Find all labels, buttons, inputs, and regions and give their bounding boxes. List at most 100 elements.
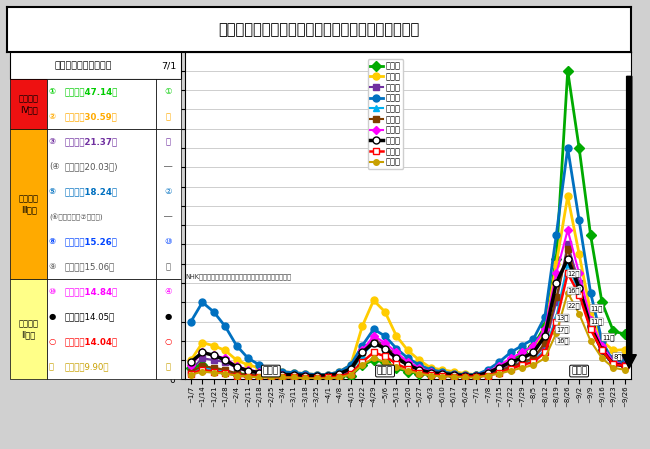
東京都 — [450, 371, 458, 376]
沖縄県 — [541, 324, 549, 329]
千葉県 — [198, 350, 206, 355]
Text: ㉕: ㉕ — [166, 362, 171, 371]
Text: 22位: 22位 — [567, 302, 580, 309]
全　国 — [621, 363, 629, 369]
奈良県 — [313, 375, 320, 380]
Text: 13位: 13位 — [556, 315, 569, 321]
滋賀県 — [313, 376, 320, 381]
東京都 — [255, 362, 263, 368]
大阪府 — [450, 369, 458, 374]
千葉県 — [233, 363, 240, 369]
Text: ⑳: ⑳ — [166, 262, 171, 272]
奈良県 — [427, 371, 435, 376]
東京都 — [187, 319, 195, 324]
Text: 8位: 8位 — [614, 353, 621, 360]
大阪府 — [564, 194, 571, 199]
兵庫県 — [278, 373, 286, 378]
沖縄県 — [564, 68, 571, 74]
千葉県 — [530, 343, 538, 348]
全　国 — [301, 373, 309, 378]
Text: 東京都：18.24人: 東京都：18.24人 — [64, 187, 118, 197]
沖縄県 — [267, 373, 275, 378]
兵庫県 — [495, 367, 503, 373]
全　国 — [210, 352, 218, 358]
奈良市 — [335, 374, 343, 379]
沖縄県 — [290, 374, 298, 379]
Text: 11位: 11位 — [591, 318, 603, 325]
奈良県 — [255, 374, 263, 379]
大阪府 — [233, 357, 240, 363]
千葉県 — [484, 369, 491, 374]
全　国 — [575, 285, 583, 291]
全　国 — [438, 371, 446, 376]
沖縄県 — [461, 373, 469, 378]
京都府 — [347, 369, 355, 374]
兵庫県 — [438, 371, 446, 376]
Text: ⑩: ⑩ — [49, 287, 56, 296]
京都府 — [621, 362, 629, 368]
沖縄県 — [575, 145, 583, 151]
兵庫県 — [324, 374, 332, 379]
奈良市 — [610, 361, 617, 367]
奈良県 — [530, 357, 538, 363]
東京都 — [221, 324, 229, 329]
大阪府 — [370, 298, 378, 303]
奈良県 — [575, 290, 583, 295]
奈良市 — [518, 362, 526, 368]
京都府 — [404, 361, 412, 367]
Text: ㉒: ㉒ — [166, 137, 171, 146]
全　国 — [461, 373, 469, 378]
奈良市 — [324, 375, 332, 380]
奈良県 — [621, 362, 629, 368]
兵庫県 — [335, 372, 343, 377]
京都府 — [438, 372, 446, 377]
全　国 — [313, 373, 320, 378]
兵庫県 — [347, 367, 355, 373]
兵庫県 — [450, 372, 458, 377]
Text: 京都府：15.06人: 京都府：15.06人 — [64, 262, 114, 272]
Text: ○: ○ — [164, 337, 172, 347]
Text: 愛知県：20.03人): 愛知県：20.03人) — [64, 163, 118, 172]
滋賀県 — [233, 373, 240, 378]
兵庫県 — [381, 343, 389, 348]
沖縄県 — [507, 359, 515, 365]
京都府 — [290, 374, 298, 379]
東京都 — [233, 343, 240, 348]
Text: 16位: 16位 — [556, 338, 569, 344]
奈良市 — [210, 369, 218, 374]
奈良市 — [393, 361, 400, 367]
滋賀県 — [598, 356, 606, 361]
千葉県 — [473, 373, 480, 378]
京都府 — [233, 371, 240, 376]
奈良市 — [313, 376, 320, 381]
東京都 — [495, 359, 503, 365]
京都府 — [575, 285, 583, 291]
Line: 兵庫県: 兵庫県 — [188, 242, 627, 379]
滋賀県 — [552, 330, 560, 336]
Text: 直近１週間の人口１０万人当たりの陽性者数の推移: 直近１週間の人口１０万人当たりの陽性者数の推移 — [218, 22, 419, 37]
兵庫県 — [244, 369, 252, 374]
Text: (⑥神奈川県、⑦埼玉県): (⑥神奈川県、⑦埼玉県) — [49, 213, 103, 220]
千葉県 — [598, 343, 606, 348]
Line: 千葉県: 千葉県 — [188, 227, 627, 379]
京都府 — [255, 373, 263, 378]
全　国 — [484, 370, 491, 375]
奈良県 — [587, 324, 595, 329]
兵庫県 — [473, 373, 480, 378]
千葉県 — [495, 363, 503, 369]
奈良市 — [598, 348, 606, 353]
奈良市 — [370, 350, 378, 355]
Text: 大阪府：30.59人: 大阪府：30.59人 — [64, 112, 117, 122]
Text: 第４波: 第４波 — [377, 366, 393, 375]
Text: 16位: 16位 — [567, 288, 580, 294]
東京都 — [278, 369, 286, 374]
奈良県 — [301, 375, 309, 380]
滋賀県 — [518, 365, 526, 370]
大阪府 — [587, 309, 595, 315]
奈良県 — [541, 348, 549, 353]
京都府 — [461, 374, 469, 379]
兵庫県 — [370, 336, 378, 342]
Legend: 沖縄県, 大阪府, 兵庫県, 東京都, 奈良県, 京都府, 千葉県, 全　国, 奈良市, 滋賀県: 沖縄県, 大阪府, 兵庫県, 東京都, 奈良県, 京都府, 千葉県, 全 国, … — [367, 59, 404, 169]
全　国 — [598, 348, 606, 353]
滋賀県 — [210, 370, 218, 375]
